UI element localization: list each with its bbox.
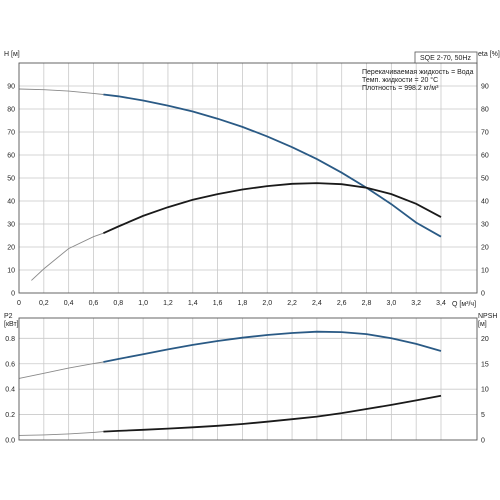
series-eta-line [103,182,442,235]
note-liquid: Перекачиваемая жидкость = Вода [362,69,474,76]
right-tick-label: 15 [481,361,489,368]
x-tick-label: 1,6 [213,300,223,307]
axis-unit: [м] [478,321,487,328]
x-tick-label: 0 [17,300,21,307]
series-npsh-extrapolated-line [18,431,104,436]
series-p2-line [103,330,442,363]
right-tick-label: 5 [481,412,485,419]
series-p2-extrapolated-line [18,361,104,379]
x-tick-label: 0,2 [39,300,49,307]
left-tick-label: 40 [7,199,15,206]
top-right-tick-labels: 0 10 20 30 40 50 60 70 80 90 [481,84,489,298]
left-tick-label: 0.6 [5,361,15,368]
x-tick-label: 0,8 [113,300,123,307]
top-right-axis-label: eta [%] [478,51,500,58]
bottom-right-tick-labels: 0 5 10 15 20 [481,336,489,445]
left-tick-label: 60 [7,153,15,160]
x-tick-label: 3,0 [386,300,396,307]
left-tick-label: 70 [7,130,15,137]
x-tick-label: 3,2 [411,300,421,307]
power-npsh-plot: 0.0 0.2 0.4 0.6 0.8 0 5 10 15 20 P2 [кВт] NPSH [… [4,313,499,445]
right-tick-label: 40 [481,199,489,206]
left-tick-label: 80 [7,107,15,114]
x-tick-label: 2,6 [337,300,347,307]
top-plot-frame [18,62,478,294]
x-tick-label: 1,4 [188,300,198,307]
left-tick-label: 0.0 [5,438,15,445]
bottom-curves [18,330,442,436]
x-tick-label: 2,0 [262,300,272,307]
left-tick-label: 10 [7,268,15,275]
axis-unit: [кВт] [4,321,19,328]
right-tick-label: 20 [481,336,489,343]
p2-label: P2 [4,313,13,320]
left-tick-label: 20 [7,245,15,252]
x-tick-label: 0,4 [64,300,74,307]
series-h-extrapolated-line [18,88,104,95]
top-x-axis-label: Q [м³/ч] [452,301,476,308]
right-tick-label: 70 [481,130,489,137]
x-tick-label: 2,8 [362,300,372,307]
x-tick-label: 1,8 [238,300,248,307]
right-tick-label: 0 [481,291,485,298]
left-tick-label: 50 [7,176,15,183]
x-tick-label: 0,6 [89,300,99,307]
bottom-left-axis-label: P2 [кВт] [4,313,19,328]
series-eta-extrapolated-line [31,232,104,281]
x-tick-label: 1,0 [138,300,148,307]
right-tick-label: 50 [481,176,489,183]
chart-title: SQE 2-70, 50Hz [420,55,471,62]
right-tick-label: 0 [481,438,485,445]
title-box [414,51,478,64]
left-tick-label: 0.2 [5,412,15,419]
series-npsh-line [103,394,442,433]
right-tick-label: 30 [481,222,489,229]
x-tick-label: 2,2 [287,300,297,307]
note-temperature: Темп. жидкости = 20 °C [362,76,438,84]
left-tick-label: 30 [7,222,15,229]
info-box: SQE 2-70, 50Hz Перекачиваемая жидкость =… [362,51,478,92]
right-tick-label: 10 [481,268,489,275]
left-tick-label: 90 [7,84,15,91]
bottom-left-tick-labels: 0.0 0.2 0.4 0.6 0.8 [5,336,15,445]
left-tick-label: 0.4 [5,387,15,394]
top-left-axis-label: H [м] [4,51,20,58]
left-tick-label: 0.8 [5,336,15,343]
top-grid [19,63,477,293]
bottom-plot-frame [18,317,478,441]
x-tick-label: 1,2 [163,300,173,307]
right-tick-label: 60 [481,153,489,160]
note-density: Плотность = 998.2 кг/м³ [362,85,439,92]
npsh-label: NPSH [478,313,497,320]
x-tick-label: 3,4 [436,300,446,307]
right-tick-label: 10 [481,387,489,394]
top-curves [18,88,442,281]
series-h-line [103,93,442,238]
right-tick-label: 80 [481,107,489,114]
top-left-tick-labels: 0 10 20 30 40 50 60 70 80 90 [7,84,15,298]
x-tick-label: 2,4 [312,300,322,307]
bottom-right-axis-label: NPSH [м] [478,313,499,328]
top-x-tick-labels: 0 0,2 0,4 0,6 0,8 1,0 1,2 1,4 1,6 1,8 2,0 2,2 2,4 2,6… [17,300,446,307]
right-tick-label: 90 [481,84,489,91]
right-tick-label: 20 [481,245,489,252]
left-tick-label: 0 [11,291,15,298]
